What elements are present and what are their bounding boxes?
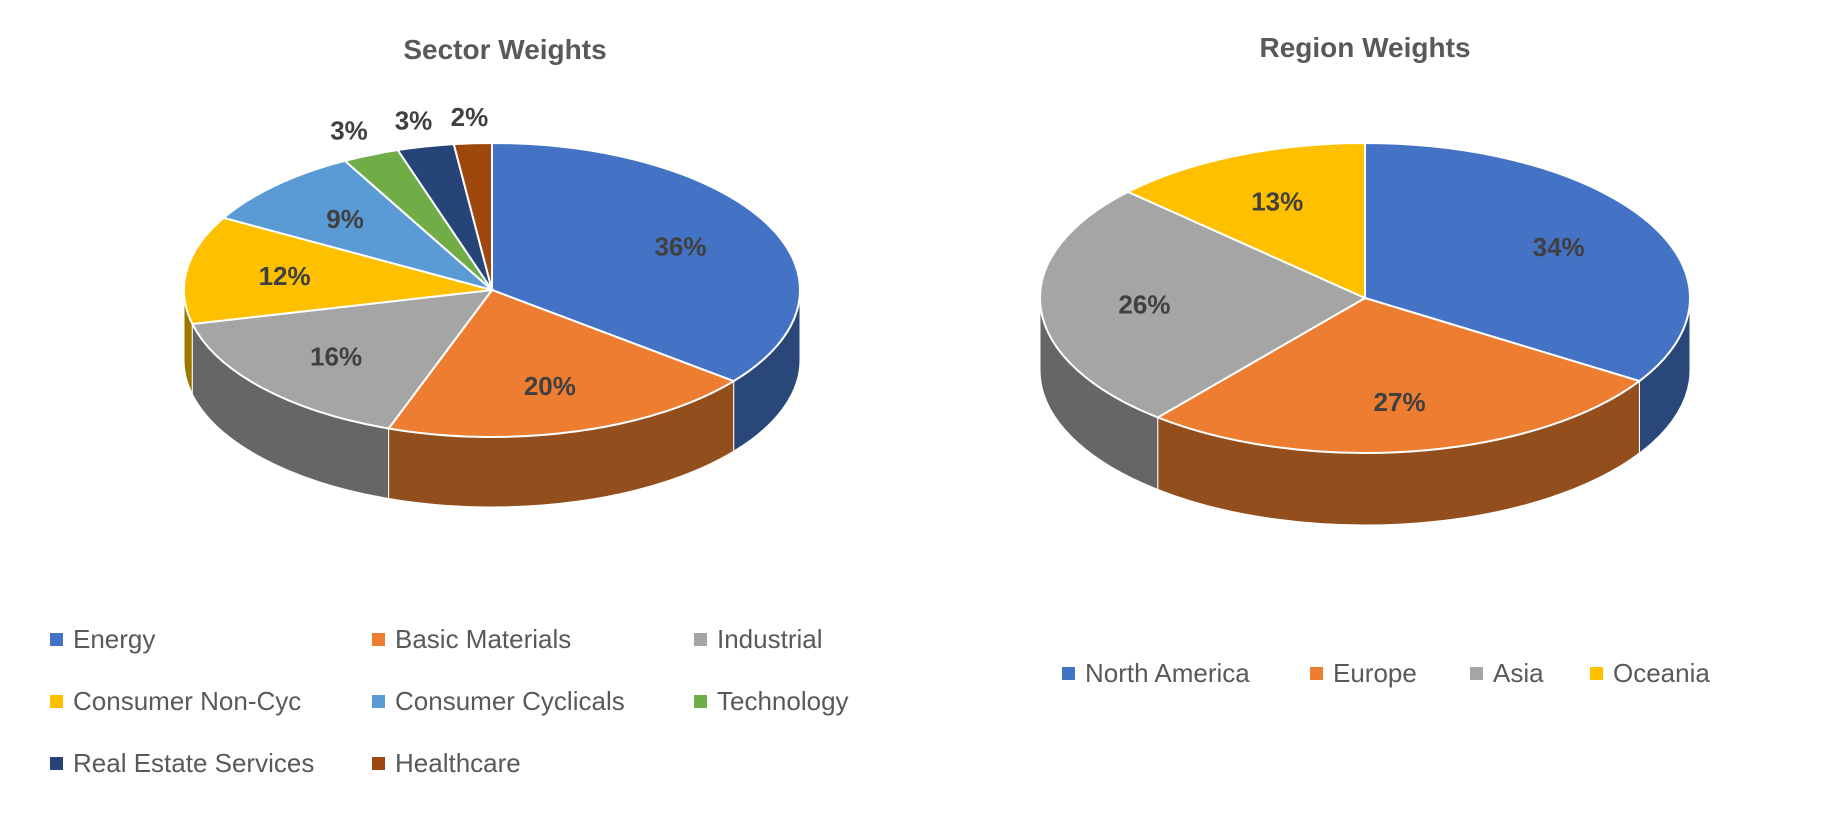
legend-label: Technology	[717, 686, 849, 716]
region-slice-north-america	[1364, 141, 1691, 383]
region-legend-item-north-america: North America	[1062, 658, 1250, 689]
sector-data-label-consumer-cyclicals: 9%	[326, 204, 364, 234]
sector-legend-item-healthcare: Healthcare	[372, 748, 521, 779]
sector-slice-healthcare	[452, 141, 493, 291]
sector-data-label-consumer-non-cyc: 12%	[259, 261, 311, 291]
sector-legend-item-real-estate-services: Real Estate Services	[50, 748, 314, 779]
sector-data-label-technology: 3%	[330, 116, 368, 146]
sector-slice-energy	[491, 141, 801, 383]
legend-swatch	[50, 757, 63, 770]
legend-label: Healthcare	[395, 748, 521, 778]
legend-swatch	[50, 695, 63, 708]
sector-slice-industrial	[190, 288, 495, 430]
legend-label: Asia	[1493, 658, 1544, 688]
region-data-label-oceania: 13%	[1251, 186, 1303, 216]
legend-label: Consumer Non-Cyc	[73, 686, 302, 716]
legend-swatch	[694, 633, 707, 646]
legend-label: Energy	[73, 624, 156, 654]
sector-data-label-industrial: 16%	[310, 342, 362, 372]
sector-legend-item-consumer-non-cyc: Consumer Non-Cyc	[50, 686, 301, 717]
legend-label: Real Estate Services	[73, 748, 315, 778]
region-slice-asia	[1039, 190, 1368, 419]
region-pie: 34% 27% 26% 13%	[1039, 141, 1691, 526]
region-chart-title: Region Weights	[1259, 32, 1471, 63]
sector-data-label-healthcare: 2%	[451, 102, 489, 132]
legend-swatch	[1062, 667, 1075, 680]
legend-swatch	[50, 633, 63, 646]
sector-legend-item-basic-materials: Basic Materials	[372, 624, 571, 655]
sector-legend-item-consumer-cyclicals: Consumer Cyclicals	[372, 686, 625, 717]
region-weights-chart: Region Weights 34% 27% 26% 13% North Americ…	[1000, 0, 1831, 818]
sector-legend-item-industrial: Industrial	[694, 624, 823, 655]
sector-pie: 36% 20% 16% 12% 9% 3% 3% 2%	[183, 102, 801, 508]
legend-label: Consumer Cyclicals	[395, 686, 625, 716]
sector-weights-chart: Sector Weights 36% 20% 16% 12% 9% 3% 3% 2% Ener…	[50, 34, 849, 779]
sector-legend-item-technology: Technology	[694, 686, 849, 717]
legend-swatch	[372, 695, 385, 708]
sector-legend-item-energy: Energy	[50, 624, 155, 655]
sector-data-label-energy: 36%	[654, 231, 706, 261]
legend-label: Europe	[1333, 658, 1417, 688]
region-legend-item-oceania: Oceania	[1590, 658, 1710, 689]
region-data-label-north-america: 34%	[1533, 232, 1585, 262]
legend-label: Basic Materials	[395, 624, 572, 654]
region-slice-oceania	[1125, 141, 1366, 300]
legend-swatch	[1310, 667, 1323, 680]
sector-data-label-basic-materials: 20%	[524, 371, 576, 401]
legend-label: Industrial	[717, 624, 823, 654]
sector-slice-consumer-cyclicals	[221, 159, 493, 291]
sector-chart-title: Sector Weights	[403, 34, 607, 65]
region-data-label-europe: 27%	[1374, 387, 1426, 417]
region-slice-europe	[1155, 296, 1642, 454]
sector-slice-basic-materials	[386, 288, 736, 438]
legend-swatch	[1590, 667, 1603, 680]
legend-swatch	[372, 757, 385, 770]
region-legend-item-europe: Europe	[1310, 658, 1417, 689]
sector-data-label-real-estate-services: 3%	[395, 106, 433, 136]
region-data-label-asia: 26%	[1118, 290, 1170, 320]
legend-label: Oceania	[1613, 658, 1710, 688]
sector-slice-consumer-non-cyc	[183, 216, 493, 326]
legend-swatch	[372, 633, 385, 646]
region-legend-item-asia: Asia	[1470, 658, 1544, 689]
legend-swatch	[694, 695, 707, 708]
legend-swatch	[1470, 667, 1483, 680]
legend-label: North America	[1085, 658, 1250, 688]
